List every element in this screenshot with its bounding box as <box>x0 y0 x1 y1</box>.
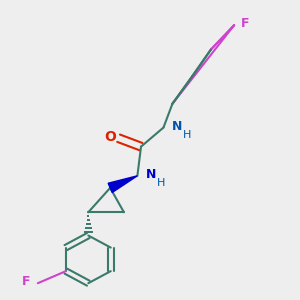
Text: F: F <box>22 275 31 288</box>
Text: N: N <box>172 120 182 133</box>
Text: H: H <box>157 178 165 188</box>
Polygon shape <box>108 176 137 193</box>
Text: N: N <box>146 168 156 181</box>
Text: O: O <box>104 130 116 144</box>
Text: F: F <box>241 17 250 30</box>
Text: H: H <box>183 130 191 140</box>
